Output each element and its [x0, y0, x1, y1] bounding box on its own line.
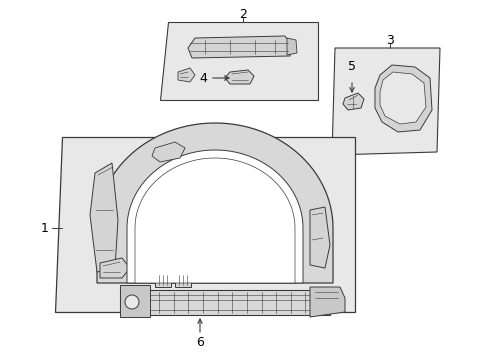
Polygon shape [127, 150, 303, 283]
Bar [155, 273, 171, 287]
Polygon shape [187, 36, 291, 58]
Polygon shape [286, 38, 296, 55]
Polygon shape [120, 290, 329, 315]
Polygon shape [135, 158, 294, 283]
Polygon shape [120, 285, 150, 317]
Polygon shape [160, 22, 317, 100]
Circle shape [125, 295, 139, 309]
Bar [175, 273, 191, 287]
Text: 1: 1 [41, 221, 49, 234]
Polygon shape [224, 70, 253, 84]
Polygon shape [97, 123, 332, 283]
Text: 3: 3 [385, 33, 393, 46]
Text: 6: 6 [196, 337, 203, 350]
Polygon shape [100, 258, 130, 278]
Polygon shape [309, 207, 329, 268]
Polygon shape [374, 65, 431, 132]
Polygon shape [90, 163, 118, 272]
Polygon shape [152, 142, 184, 162]
Polygon shape [178, 68, 195, 82]
Polygon shape [55, 137, 354, 312]
Polygon shape [379, 72, 425, 124]
Text: 5: 5 [347, 60, 355, 73]
Polygon shape [331, 48, 439, 155]
Text: 2: 2 [239, 8, 246, 21]
Text: 4: 4 [199, 72, 206, 85]
Polygon shape [309, 287, 345, 317]
Polygon shape [342, 93, 363, 110]
